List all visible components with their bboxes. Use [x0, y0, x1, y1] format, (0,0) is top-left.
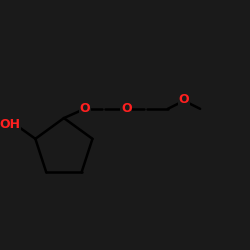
- Text: O: O: [80, 102, 90, 115]
- Text: O: O: [179, 93, 189, 106]
- Text: OH: OH: [0, 118, 20, 132]
- Text: O: O: [121, 102, 132, 115]
